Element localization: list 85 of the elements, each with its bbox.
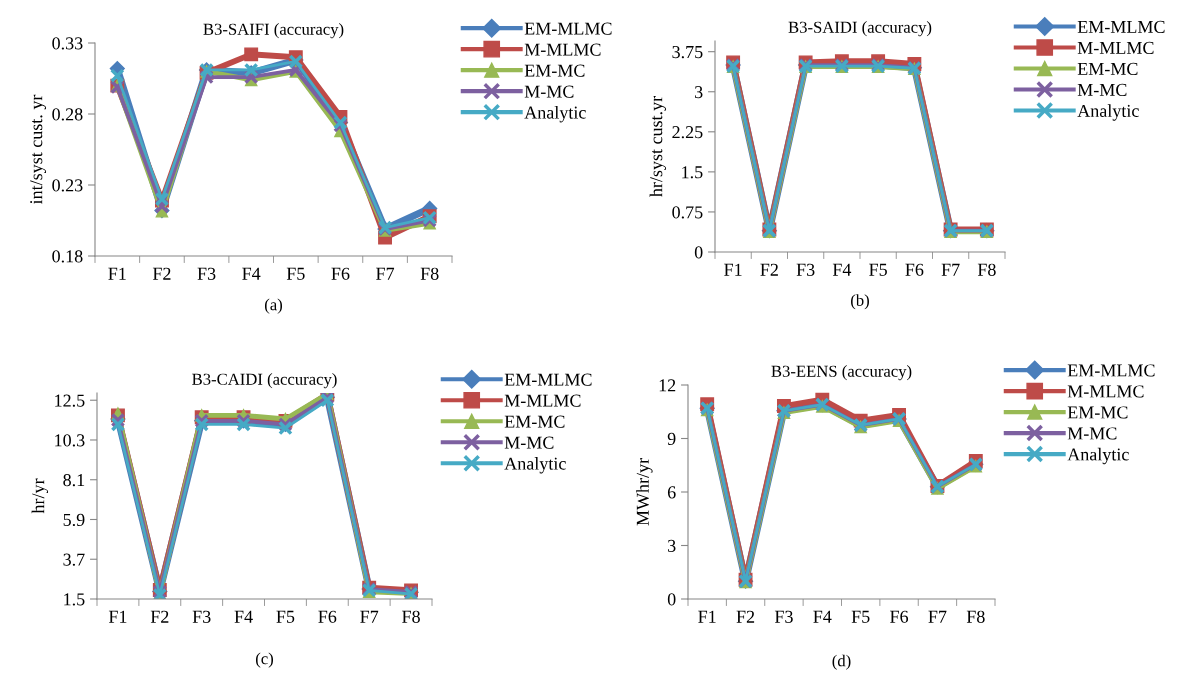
y-axis-title: hr/syst cust.yr <box>649 96 667 197</box>
y-tick-label: 2.25 <box>672 126 703 139</box>
legend-label: M-MC <box>524 85 574 98</box>
x-tick-label: F5 <box>286 267 305 280</box>
x-tick-label: F6 <box>905 263 924 276</box>
x-tick-label: F1 <box>724 263 742 276</box>
x-tick-label: F5 <box>869 263 887 276</box>
x-tick-label: F7 <box>941 263 960 276</box>
y-tick-label: 3 <box>695 86 703 99</box>
x-tick-label: F8 <box>420 267 439 280</box>
legend-label: Analytic <box>1077 104 1139 121</box>
legend-label: EM-MC <box>1067 406 1128 419</box>
x-tick-label: F7 <box>376 267 395 280</box>
legend-label: Analytic <box>504 457 566 474</box>
legend-label: EM-MLMC <box>1077 20 1165 33</box>
x-tick-label: F4 <box>813 610 832 623</box>
y-tick-label: 0.18 <box>52 250 83 263</box>
x-tick-label: F1 <box>108 610 127 623</box>
x-tick-label: F2 <box>152 267 171 280</box>
y-tick-label: 5.9 <box>63 513 85 527</box>
legend-label: EM-MLMC <box>1067 364 1155 377</box>
y-tick-label: 3.75 <box>672 45 703 59</box>
y-tick-label: 0 <box>694 246 703 259</box>
legend-label: M-MLMC <box>1077 41 1154 54</box>
y-tick-label: 0.33 <box>52 37 83 50</box>
chart-title: B3-EENS (accuracy) <box>771 365 912 381</box>
text: (a) <box>264 298 283 314</box>
legend-label: M-MC <box>504 436 554 449</box>
x-tick-label: F6 <box>331 267 350 280</box>
legend-label: EM-MC <box>524 64 585 77</box>
legend-label: Analytic <box>524 105 586 123</box>
x-tick-label: F8 <box>977 263 996 276</box>
legend-label: M-MLMC <box>1067 385 1144 398</box>
x-tick-label: F3 <box>197 267 216 280</box>
x-tick-label: F3 <box>192 610 211 623</box>
legend-label: EM-MC <box>504 415 565 428</box>
text: (d) <box>832 654 851 670</box>
chart-title: B3-CAIDI (accuracy) <box>192 373 337 389</box>
x-tick-label: F4 <box>832 263 852 276</box>
y-tick-label: 9 <box>667 432 676 445</box>
legend-label: EM-MLMC <box>504 373 592 386</box>
y-tick-label: 1.5 <box>682 166 703 179</box>
x-tick-label: F3 <box>774 610 793 623</box>
legend-label: M-MLMC <box>524 43 601 56</box>
y-tick-label: 6 <box>667 486 676 499</box>
y-tick-label: 3.7 <box>63 553 85 566</box>
y-tick-label: 0.23 <box>52 179 83 192</box>
x-tick-label: F6 <box>318 610 337 623</box>
x-tick-label: F4 <box>242 267 261 280</box>
y-tick-label: 1.5 <box>64 593 85 606</box>
chart-title: B3-SAIFI (accuracy) <box>203 23 344 39</box>
x-tick-label: F1 <box>108 267 126 280</box>
legend-label: M-MC <box>1077 83 1127 96</box>
x-tick-label: F2 <box>760 263 778 276</box>
legend-label: M-MLMC <box>504 394 581 407</box>
chart-title: B3-SAIDI (accuracy) <box>788 21 932 37</box>
y-axis-title: int/syst cust. yr <box>30 94 47 205</box>
x-tick-label: F4 <box>234 610 253 623</box>
x-tick-label: F7 <box>360 610 379 623</box>
x-tick-label: F2 <box>736 610 755 623</box>
y-tick-label: 0.75 <box>672 206 703 219</box>
text: (b) <box>851 294 869 310</box>
y-tick-label: 12.5 <box>55 394 85 407</box>
x-tick-label: F3 <box>796 263 815 276</box>
legend-label: EM-MLMC <box>524 22 612 35</box>
legend-label: M-MC <box>1067 427 1117 440</box>
x-tick-label: F8 <box>966 610 985 623</box>
y-tick-label: 10.3 <box>55 434 85 447</box>
x-tick-label: F8 <box>402 610 420 623</box>
text: (c) <box>255 652 274 668</box>
legend-label: Analytic <box>1067 447 1129 465</box>
x-tick-label: F1 <box>698 610 716 623</box>
y-tick-label: 3 <box>668 539 676 552</box>
x-tick-label: F2 <box>150 610 169 623</box>
y-axis-title: MWhr/yr <box>636 458 653 526</box>
x-tick-label: F6 <box>890 610 909 623</box>
x-tick-label: F5 <box>851 610 870 623</box>
y-tick-label: 0 <box>667 593 676 606</box>
y-tick-label: 12 <box>659 379 676 392</box>
y-tick-label: 0.28 <box>52 108 83 121</box>
x-tick-label: F5 <box>276 610 295 623</box>
legend-label: EM-MC <box>1077 62 1138 75</box>
x-tick-label: F7 <box>928 610 947 623</box>
y-tick-label: 8.1 <box>63 473 85 487</box>
y-axis-title: hr/yr <box>31 478 49 514</box>
